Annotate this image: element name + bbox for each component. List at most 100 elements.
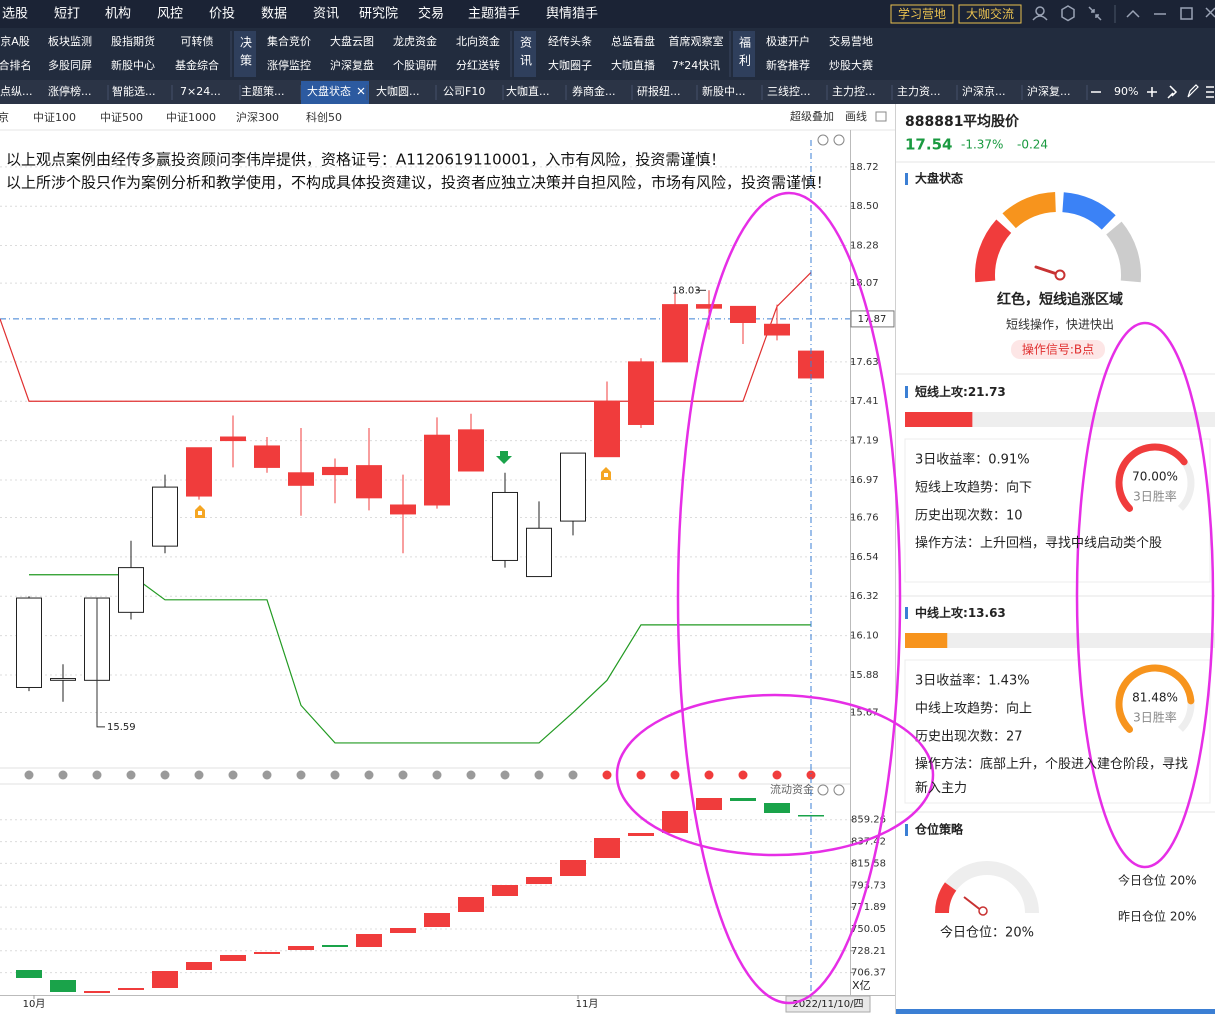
index-tab[interactable]: 中证100 <box>33 111 76 124</box>
menu-item[interactable]: 研究院 <box>359 7 398 22</box>
menu-item[interactable]: 价投 <box>209 6 235 22</box>
toolbar-item[interactable]: 大咖圈子 <box>548 58 592 72</box>
menu-item[interactable]: 资讯 <box>313 7 339 22</box>
tab[interactable]: 7×24... <box>180 85 221 98</box>
toolbar-item[interactable]: 7*24快讯 <box>672 59 721 72</box>
zoom-in[interactable] <box>1147 87 1157 97</box>
user-icon[interactable] <box>1035 6 1045 16</box>
panel-icon[interactable] <box>817 784 829 796</box>
ring-value <box>1115 443 1188 512</box>
toolbar-item[interactable]: 京A股 <box>0 34 30 48</box>
toolbar-item[interactable]: 分红送转 <box>456 58 500 72</box>
index-tab[interactable]: 沪深300 <box>236 110 279 124</box>
tab[interactable]: 点纵... <box>0 85 33 98</box>
toolbar-item[interactable]: 首席观察室 <box>669 34 724 48</box>
toolbar-item[interactable]: 板块监测 <box>48 34 92 48</box>
index-tab[interactable]: 中证500 <box>100 111 143 124</box>
stat: 历史出现次数：27 <box>915 729 1023 745</box>
toolbar-item[interactable]: 北向资金 <box>456 34 500 48</box>
menu-item[interactable]: 选股 <box>2 7 28 22</box>
fund-bar <box>220 955 246 961</box>
tab[interactable]: 大咖圆... <box>376 84 420 98</box>
tab[interactable]: 券商金... <box>572 84 616 98</box>
tab[interactable]: 研报纽... <box>637 84 681 98</box>
toolbar-item[interactable]: 新股中心 <box>111 58 155 72</box>
menu-item[interactable]: 数据 <box>261 7 287 22</box>
panel-icon[interactable] <box>833 784 845 796</box>
attack-value: 13.63 <box>968 606 1006 620</box>
section-marker <box>905 173 908 185</box>
chart-tool[interactable]: 画线 <box>845 109 867 123</box>
layout-icon[interactable] <box>875 111 887 122</box>
panel-icon[interactable] <box>833 134 845 146</box>
tab[interactable]: 大咖直... <box>506 84 550 98</box>
menu-item[interactable]: 短打 <box>54 7 80 22</box>
tab[interactable]: 沪深复... <box>1027 84 1071 98</box>
toolbar-item[interactable]: 炒股大赛 <box>829 58 873 72</box>
menu-item[interactable]: 风控 <box>157 7 183 22</box>
toolbar-item[interactable]: 大咖直播 <box>611 58 655 72</box>
menu-item[interactable]: 主题猎手 <box>468 7 520 22</box>
index-tab[interactable]: 科创50 <box>306 110 342 124</box>
menu-item[interactable]: 舆情猎手 <box>546 7 598 22</box>
x-tick-label: 10月 <box>23 998 46 1010</box>
menu-icon[interactable] <box>1206 86 1214 98</box>
pen-icon[interactable] <box>1187 84 1199 98</box>
toolbar-item[interactable]: 大盘云图 <box>330 34 374 48</box>
maximize-icon[interactable] <box>1180 7 1193 20</box>
toolbar-item[interactable]: 总监看盘 <box>611 34 655 48</box>
toolbar-item[interactable]: 合排名 <box>0 58 32 72</box>
attack-name: 短线上攻: <box>915 384 968 399</box>
tab[interactable]: 大盘状态 <box>307 84 351 98</box>
y-tick-label: 837.42 <box>851 837 886 848</box>
tab-close[interactable] <box>357 87 365 95</box>
signal-dot <box>738 770 748 780</box>
menu-button-frame[interactable] <box>890 4 954 24</box>
tab[interactable]: 新股中... <box>702 84 746 98</box>
tab[interactable]: 主力资... <box>897 85 941 98</box>
toolbar-item[interactable]: 极速开户 <box>766 34 810 48</box>
toolbar-item[interactable]: 沪深复盘 <box>330 58 374 72</box>
tab[interactable]: 主力控... <box>832 84 876 98</box>
settings-icon[interactable] <box>1061 5 1075 22</box>
tab[interactable]: 沪深京... <box>962 84 1006 98</box>
section-marker <box>905 824 908 836</box>
toolbar-item[interactable]: 龙虎资金 <box>393 34 437 48</box>
toolbar-item[interactable]: 基金综合 <box>175 58 219 72</box>
pin-icon[interactable] <box>1167 85 1178 99</box>
tab[interactable]: 公司F10 <box>443 85 485 98</box>
attack-value: 21.73 <box>968 385 1006 399</box>
shrink-icon[interactable] <box>1088 6 1102 21</box>
signal-pill <box>1011 340 1105 359</box>
toolbar-item[interactable]: 可转债 <box>181 34 214 48</box>
index-tab[interactable]: 中证1000 <box>166 111 216 124</box>
tab[interactable]: 涨停榜... <box>48 84 92 98</box>
tab[interactable]: 主题策... <box>241 84 285 98</box>
toolbar-item[interactable]: 涨停监控 <box>267 58 311 72</box>
market-advice: 短线操作，快进快出 <box>1006 317 1114 332</box>
toolbar-item[interactable]: 集合竞价 <box>267 34 311 48</box>
tab-active[interactable] <box>301 81 369 104</box>
user-icon[interactable] <box>1032 15 1048 21</box>
menu-item[interactable]: 交易 <box>418 6 444 22</box>
toolbar-item[interactable]: 个股调研 <box>393 59 437 72</box>
fund-bar <box>492 885 518 896</box>
menu-button[interactable]: 学习营地 <box>898 6 946 21</box>
chart-tool[interactable]: 超级叠加 <box>790 109 834 123</box>
toolbar-item[interactable]: 经传头条 <box>548 34 592 48</box>
menu-button[interactable]: 大咖交流 <box>966 6 1014 21</box>
close-icon[interactable] <box>1205 7 1215 18</box>
tab[interactable]: 三线控... <box>767 84 811 98</box>
tab[interactable]: 智能选... <box>112 84 156 98</box>
menu-item[interactable]: 机构 <box>105 7 131 22</box>
toolbar-item[interactable]: 新客推荐 <box>766 58 810 72</box>
collapse-icon[interactable] <box>1126 9 1140 18</box>
signal-dot <box>568 770 578 780</box>
toolbar-item[interactable]: 交易营地 <box>829 34 873 48</box>
toolbar-item[interactable]: 多股同屏 <box>48 58 92 72</box>
menu-button-frame[interactable] <box>958 4 1022 24</box>
index-tab[interactable]: 京 <box>0 110 9 124</box>
panel-icon[interactable] <box>817 134 829 146</box>
section-marker <box>905 386 908 398</box>
toolbar-item[interactable]: 股指期货 <box>111 34 155 48</box>
